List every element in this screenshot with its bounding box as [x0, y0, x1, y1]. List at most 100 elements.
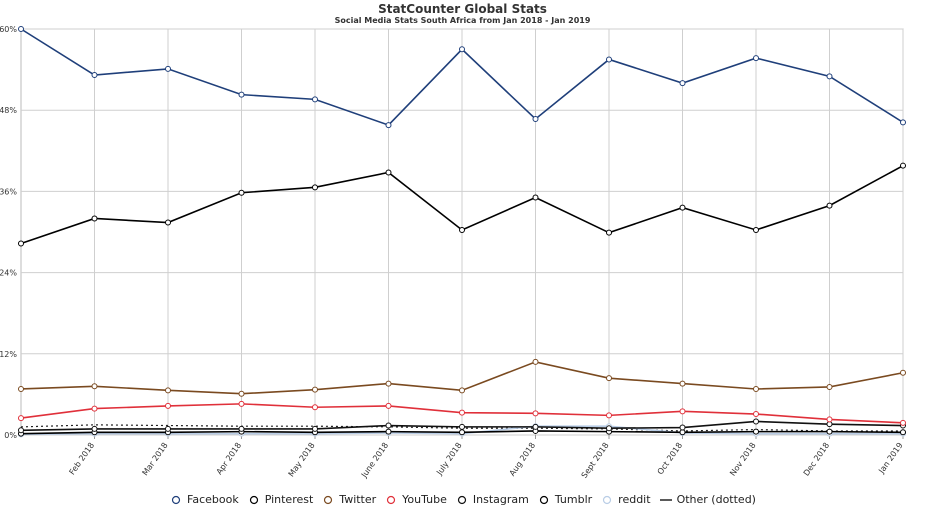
- data-point: [459, 387, 465, 394]
- series-facebook: [18, 26, 906, 129]
- data-point: [900, 162, 906, 169]
- data-point: [606, 229, 612, 236]
- data-point: [385, 380, 392, 387]
- data-point: [312, 386, 318, 393]
- x-tick-label: Feb 2018: [67, 441, 96, 477]
- series-youtube: [18, 400, 906, 426]
- data-point: [900, 419, 906, 426]
- chart-subtitle: Social Media Stats South Africa from Jan…: [334, 16, 591, 25]
- legend-label: YouTube: [402, 493, 447, 506]
- data-point: [900, 369, 906, 376]
- data-point: [826, 202, 833, 209]
- data-point: [312, 404, 318, 411]
- data-point: [385, 428, 392, 435]
- data-point: [753, 385, 759, 392]
- x-tick-label: July 2018: [434, 441, 463, 478]
- legend-marker: [171, 495, 181, 505]
- data-point: [532, 423, 539, 430]
- y-tick-label: 12%: [0, 350, 17, 359]
- data-point: [753, 428, 759, 435]
- data-point: [532, 194, 539, 201]
- legend-label: Pinterest: [264, 493, 314, 506]
- x-tick-label: Nov 2018: [728, 441, 757, 478]
- data-point: [606, 412, 612, 419]
- legend-item[interactable]: Other (dotted): [659, 493, 756, 506]
- data-point: [679, 380, 686, 387]
- legend-item[interactable]: Facebook: [169, 493, 239, 506]
- y-tick-label: 36%: [0, 187, 17, 196]
- legend-item[interactable]: reddit: [600, 493, 651, 506]
- y-tick-label: 60%: [0, 25, 17, 34]
- data-point: [679, 204, 686, 211]
- legend-marker: [539, 495, 548, 505]
- data-point: [826, 383, 833, 390]
- data-point: [312, 425, 318, 432]
- legend-marker-icon: [603, 495, 612, 505]
- data-point: [165, 387, 171, 394]
- legend-item[interactable]: Tumblr: [537, 493, 592, 506]
- data-point: [532, 410, 539, 417]
- legend-marker: [387, 495, 396, 505]
- data-point: [238, 189, 245, 196]
- data-point: [459, 46, 465, 53]
- data-point: [91, 383, 98, 390]
- data-point: [385, 402, 392, 409]
- x-tick-label: Sept 2018: [580, 441, 611, 480]
- data-point: [826, 428, 833, 435]
- data-point: [165, 219, 171, 226]
- series-twitter: [18, 358, 906, 397]
- legend-item[interactable]: YouTube: [384, 493, 447, 506]
- data-point: [459, 423, 465, 430]
- x-tick-label: Apr 2018: [215, 441, 243, 476]
- data-point: [532, 358, 539, 365]
- data-point: [679, 424, 686, 431]
- legend-marker-icon: [387, 495, 396, 505]
- data-point: [91, 405, 98, 412]
- data-point: [753, 226, 759, 233]
- data-point: [459, 226, 465, 233]
- data-point: [18, 385, 24, 392]
- data-point: [900, 429, 906, 436]
- data-point: [532, 115, 539, 122]
- x-tick-label: Mar 2018: [140, 441, 169, 477]
- data-point: [91, 72, 98, 79]
- data-point: [826, 416, 833, 423]
- legend-label: Other (dotted): [676, 493, 756, 506]
- chart-legend: Facebook Pinterest Twitter YouTube Instagram…: [0, 493, 925, 506]
- y-tick-label: 48%: [0, 106, 17, 115]
- data-point: [606, 375, 612, 382]
- legend-marker: [457, 495, 467, 505]
- x-tick-label: Aug 2018: [508, 441, 537, 478]
- legend-line-icon: [659, 499, 672, 501]
- data-point: [165, 402, 171, 409]
- legend-item[interactable]: Instagram: [455, 493, 529, 506]
- x-tick-label: Dec 2018: [802, 441, 831, 478]
- data-point: [312, 184, 318, 191]
- data-point: [238, 390, 245, 397]
- legend-marker-icon: [539, 495, 548, 505]
- data-point: [753, 411, 759, 418]
- data-point: [18, 240, 24, 247]
- legend-label: Facebook: [187, 493, 239, 506]
- x-tick-label: May 2018: [287, 441, 317, 478]
- legend-marker: [249, 495, 258, 505]
- data-point: [753, 418, 759, 425]
- data-point: [900, 119, 906, 126]
- series-pinterest: [18, 162, 906, 247]
- legend-marker-icon: [249, 495, 258, 505]
- data-point: [385, 122, 392, 129]
- legend-label: Tumblr: [554, 493, 593, 506]
- data-point: [606, 56, 612, 63]
- data-point: [679, 80, 686, 87]
- data-point: [826, 73, 833, 80]
- legend-item[interactable]: Pinterest: [247, 493, 314, 506]
- line-chart: 0% 12% 24% 36% 48% 60% Feb 2018 Mar 2018 Apr 201…: [0, 25, 906, 480]
- data-point: [165, 425, 171, 432]
- data-point: [91, 215, 98, 222]
- legend-item[interactable]: Twitter: [321, 493, 376, 506]
- data-point: [18, 415, 24, 422]
- legend-marker-icon: [324, 495, 333, 505]
- legend-marker: [603, 495, 612, 505]
- legend-label: Instagram: [472, 493, 529, 506]
- x-tick-label: June 2018: [359, 441, 390, 480]
